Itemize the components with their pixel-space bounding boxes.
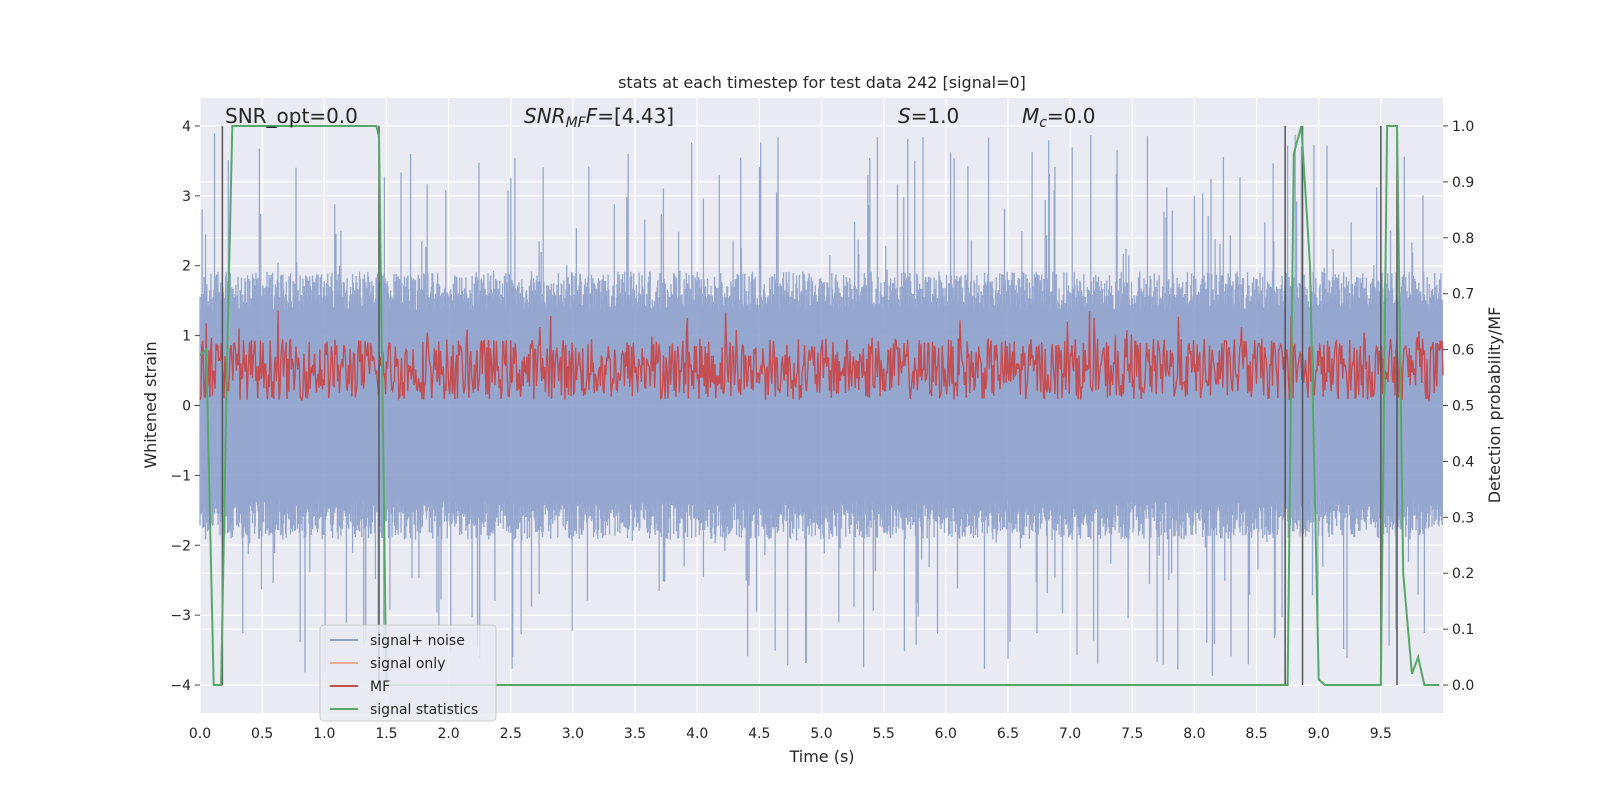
- x-tick-label-15: 7.5: [1121, 726, 1143, 742]
- x-tick-label-10: 5.0: [810, 726, 832, 742]
- annotation-snr-opt: SNR_opt=0.0: [225, 104, 358, 128]
- legend-label-mf: MF: [370, 679, 390, 695]
- y-left-tick-labels: −4 −3 −2 −1 0 1 2 3 4: [170, 119, 200, 694]
- x-tick-label-2: 1.0: [313, 726, 335, 742]
- x-tick-label-7: 3.5: [624, 726, 646, 742]
- y-axis-label-right: Detection probability/MF: [1485, 307, 1504, 504]
- y-right-tick-label-2: 0.2: [1452, 566, 1474, 582]
- x-axis-label: Time (s): [788, 747, 854, 766]
- y-right-tick-label-4: 0.4: [1452, 454, 1474, 470]
- x-tick-label-3: 1.5: [375, 726, 397, 742]
- y-left-tick-label-6: 2: [182, 259, 191, 275]
- y-right-tick-labels: 0.0 0.1 0.2 0.3 0.4 0.5 0.6 0.7 0.8 0.9 1.0: [1443, 119, 1474, 694]
- annotation-snr-mf: SNRMFF=[4.43]: [524, 104, 674, 131]
- y-right-tick-label-0: 0.0: [1452, 678, 1474, 694]
- y-right-tick-label-6: 0.6: [1452, 343, 1474, 359]
- x-tick-label-6: 3.0: [562, 726, 584, 742]
- x-tick-label-1: 0.5: [251, 726, 273, 742]
- annotation-mc: Mc=0.0: [1022, 104, 1096, 131]
- x-tick-label-16: 8.0: [1183, 726, 1205, 742]
- x-tick-label-5: 2.5: [500, 726, 522, 742]
- y-axis-label-left: Whitened strain: [141, 341, 160, 468]
- legend-label-signal-only: signal only: [370, 656, 445, 672]
- chart-title: stats at each timestep for test data 242…: [618, 73, 1026, 92]
- y-right-tick-label-7: 0.7: [1452, 287, 1474, 303]
- y-right-tick-label-5: 0.5: [1452, 399, 1474, 415]
- legend-label-signal-statistics: signal statistics: [370, 702, 478, 718]
- y-right-tick-label-8: 0.8: [1452, 231, 1474, 247]
- legend: signal+ noise signal only MF signal stat…: [319, 624, 497, 722]
- legend-box: [319, 624, 497, 722]
- x-tick-label-9: 4.5: [748, 726, 770, 742]
- x-tick-label-17: 8.5: [1245, 726, 1267, 742]
- y-right-tick-label-1: 0.1: [1452, 622, 1474, 638]
- legend-label-signal-noise: signal+ noise: [370, 633, 465, 649]
- series-signal-statistics: [199, 125, 1440, 686]
- x-tick-label-12: 6.0: [935, 726, 957, 742]
- y-left-tick-label-5: 1: [182, 329, 191, 345]
- y-left-tick-label-8: 4: [182, 119, 191, 135]
- y-left-tick-label-4: 0: [182, 399, 191, 415]
- x-tick-label-0: 0.0: [189, 726, 211, 742]
- y-left-tick-label-2: −2: [170, 538, 191, 554]
- signal-statistics-line: [199, 125, 1440, 686]
- y-left-tick-label-7: 3: [182, 189, 191, 205]
- x-tick-label-19: 9.5: [1370, 726, 1392, 742]
- y-right-tick-label-9: 0.9: [1452, 175, 1474, 191]
- annotation-s: S=1.0: [898, 104, 959, 128]
- y-left-tick-label-1: −3: [170, 608, 191, 624]
- series-mf: [199, 310, 1444, 403]
- y-right-tick-label-3: 0.3: [1452, 510, 1474, 526]
- mf-trace: [199, 310, 1444, 403]
- x-tick-label-4: 2.0: [437, 726, 459, 742]
- x-tick-label-11: 5.5: [873, 726, 895, 742]
- x-tick-label-14: 7.0: [1059, 726, 1081, 742]
- x-tick-label-18: 9.0: [1308, 726, 1330, 742]
- y-left-tick-label-3: −1: [170, 468, 191, 484]
- y-right-tick-label-10: 1.0: [1452, 119, 1474, 135]
- x-tick-label-8: 4.0: [686, 726, 708, 742]
- y-left-tick-label-0: −4: [170, 678, 191, 694]
- x-tick-label-13: 6.5: [997, 726, 1019, 742]
- x-tick-labels: 0.0 0.5 1.0 1.5 2.0 2.5 3.0 3.5 4.0 4.5 5.0 5.5 6.0 6…: [189, 726, 1392, 742]
